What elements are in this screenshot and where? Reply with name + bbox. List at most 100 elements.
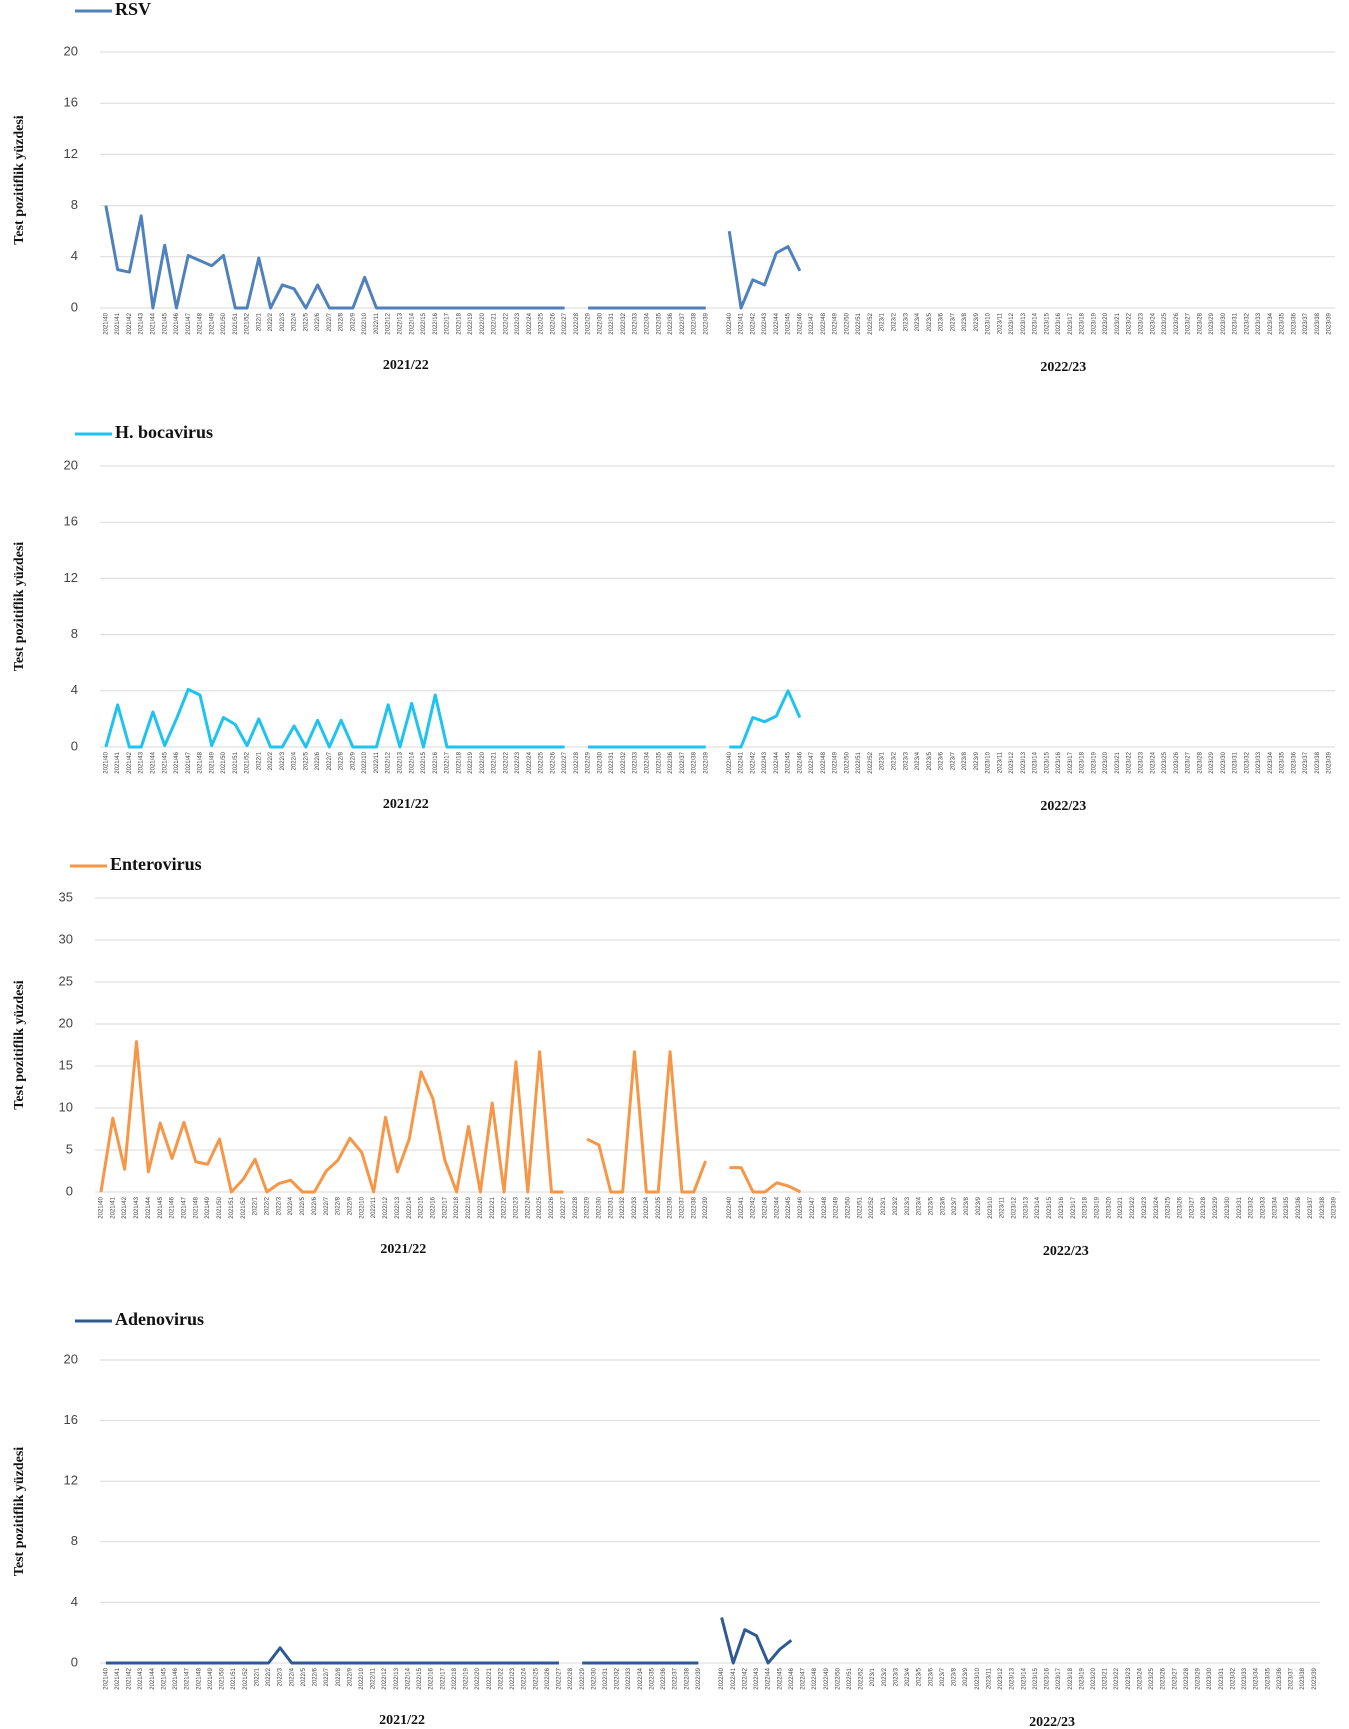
x-tick-label: 2023/33 xyxy=(1242,1667,1248,1689)
x-tick-label: 2022/43 xyxy=(762,751,768,773)
x-tick-label: 2022/41 xyxy=(739,1196,745,1218)
x-tick-label: 2023/30 xyxy=(1221,312,1227,334)
x-tick-label: 2022/36 xyxy=(668,312,674,334)
x-tick-label: 2022/26 xyxy=(545,1667,551,1689)
x-tick-label: 2022/28 xyxy=(574,312,580,334)
y-tick-label: 0 xyxy=(66,1183,73,1198)
x-tick-label: 2023/32 xyxy=(1230,1667,1236,1689)
y-axis-title: Test pozitiflik yüzdesi xyxy=(12,115,27,244)
x-tick-label: 2022/9 xyxy=(350,312,356,331)
x-tick-label: 2022/10 xyxy=(359,1196,365,1218)
x-tick-label: 2023/24 xyxy=(1154,1196,1160,1218)
x-tick-label: 2021/42 xyxy=(127,312,133,334)
legend-label: H. bocavirus xyxy=(115,422,213,442)
x-tick-label: 2022/44 xyxy=(774,751,780,773)
y-tick-label: 12 xyxy=(64,1473,78,1488)
x-tick-label: 2023/2 xyxy=(892,751,898,770)
x-tick-label: 2022/7 xyxy=(324,1196,330,1215)
x-tick-label: 2023/25 xyxy=(1162,312,1168,334)
y-tick-label: 35 xyxy=(59,889,73,904)
y-tick-label: 4 xyxy=(71,1594,78,1609)
x-tick-label: 2022/19 xyxy=(468,751,474,773)
x-tick-label: 2023/4 xyxy=(917,1196,923,1215)
x-tick-label: 2023/20 xyxy=(1103,312,1109,334)
x-tick-label: 2022/37 xyxy=(680,312,686,334)
x-tick-label: 2023/31 xyxy=(1233,312,1239,334)
x-tick-label: 2023/20 xyxy=(1106,1196,1112,1218)
x-tick-label: 2022/4 xyxy=(289,1667,295,1686)
x-tick-label: 2023/35 xyxy=(1284,1196,1290,1218)
legend-label: RSV xyxy=(115,0,151,19)
x-tick-label: 2023/20 xyxy=(1103,751,1109,773)
x-tick-label: 2021/44 xyxy=(150,1667,156,1689)
x-tick-label: 2023/38 xyxy=(1300,1667,1306,1689)
x-tick-label: 2022/26 xyxy=(550,751,556,773)
x-tick-label: 2022/35 xyxy=(649,1667,655,1689)
x-tick-label: 2022/52 xyxy=(869,1196,875,1218)
x-tick-label: 2023/7 xyxy=(940,1667,946,1686)
x-tick-label: 2022/31 xyxy=(603,1667,609,1689)
x-tick-label: 2023/17 xyxy=(1056,1667,1062,1689)
x-tick-label: 2022/47 xyxy=(810,1196,816,1218)
x-tick-label: 2023/7 xyxy=(950,312,956,331)
season-label: 2021/22 xyxy=(379,1713,425,1728)
x-tick-label: 2022/51 xyxy=(856,751,862,773)
x-tick-label: 2021/45 xyxy=(162,312,168,334)
x-tick-label: 2023/9 xyxy=(974,312,980,331)
x-tick-label: 2022/16 xyxy=(433,751,439,773)
x-tick-label: 2023/36 xyxy=(1277,1667,1283,1689)
x-tick-label: 2022/12 xyxy=(386,751,392,773)
x-tick-label: 2023/22 xyxy=(1130,1196,1136,1218)
x-tick-label: 2021/43 xyxy=(139,751,145,773)
x-tick-label: 2023/34 xyxy=(1254,1667,1260,1689)
x-tick-label: 2023/13 xyxy=(1021,312,1027,334)
x-tick-label: 2022/52 xyxy=(868,312,874,334)
x-tick-label: 2021/52 xyxy=(245,312,251,334)
x-tick-label: 2022/22 xyxy=(503,312,509,334)
x-tick-label: 2022/4 xyxy=(288,1196,294,1215)
x-tick-label: 2023/24 xyxy=(1150,312,1156,334)
x-tick-label: 2023/27 xyxy=(1189,1196,1195,1218)
x-tick-label: 2023/10 xyxy=(986,312,992,334)
x-tick-label: 2021/50 xyxy=(221,312,227,334)
x-tick-label: 2021/48 xyxy=(196,1667,202,1689)
y-tick-label: 15 xyxy=(59,1057,73,1072)
x-tick-label: 2022/11 xyxy=(374,312,380,334)
x-tick-label: 2022/47 xyxy=(801,1667,807,1689)
x-tick-label: 2023/15 xyxy=(1033,1667,1039,1689)
x-tick-label: 2023/35 xyxy=(1265,1667,1271,1689)
x-tick-label: 2023/13 xyxy=(1021,751,1027,773)
x-tick-label: 2022/8 xyxy=(339,312,345,331)
x-tick-label: 2022/48 xyxy=(812,1667,818,1689)
x-tick-label: 2022/20 xyxy=(480,751,486,773)
x-tick-label: 2021/51 xyxy=(233,312,239,334)
y-tick-label: 20 xyxy=(64,1351,78,1366)
x-tick-label: 2022/33 xyxy=(632,1196,638,1218)
x-tick-label: 2022/2 xyxy=(266,1667,272,1686)
x-tick-label: 2021/47 xyxy=(182,1196,188,1218)
x-tick-label: 2023/8 xyxy=(962,751,968,770)
x-tick-label: 2022/9 xyxy=(350,751,356,770)
x-tick-label: 2023/33 xyxy=(1256,751,1262,773)
x-tick-label: 2022/1 xyxy=(254,1667,260,1686)
y-tick-label: 16 xyxy=(64,95,78,110)
x-tick-label: 2022/45 xyxy=(786,312,792,334)
x-tick-label: 2021/49 xyxy=(205,1196,211,1218)
x-tick-label: 2022/43 xyxy=(763,1196,769,1218)
x-tick-label: 2022/13 xyxy=(395,1196,401,1218)
x-tick-label: 2022/23 xyxy=(514,1196,520,1218)
x-tick-label: 2022/42 xyxy=(751,1196,757,1218)
x-tick-label: 2022/42 xyxy=(742,1667,748,1689)
x-tick-label: 2023/1 xyxy=(870,1667,876,1686)
y-tick-label: 10 xyxy=(59,1099,73,1114)
x-tick-label: 2022/52 xyxy=(868,751,874,773)
x-tick-label: 2023/31 xyxy=(1233,751,1239,773)
x-tick-label: 2022/31 xyxy=(608,1196,614,1218)
x-tick-label: 2022/30 xyxy=(597,751,603,773)
x-tick-label: 2022/38 xyxy=(692,312,698,334)
x-tick-label: 2023/11 xyxy=(1000,1196,1006,1218)
x-tick-label: 2021/40 xyxy=(103,312,109,334)
x-tick-label: 2023/25 xyxy=(1149,1667,1155,1689)
x-tick-label: 2022/25 xyxy=(539,751,545,773)
x-tick-label: 2022/22 xyxy=(503,751,509,773)
